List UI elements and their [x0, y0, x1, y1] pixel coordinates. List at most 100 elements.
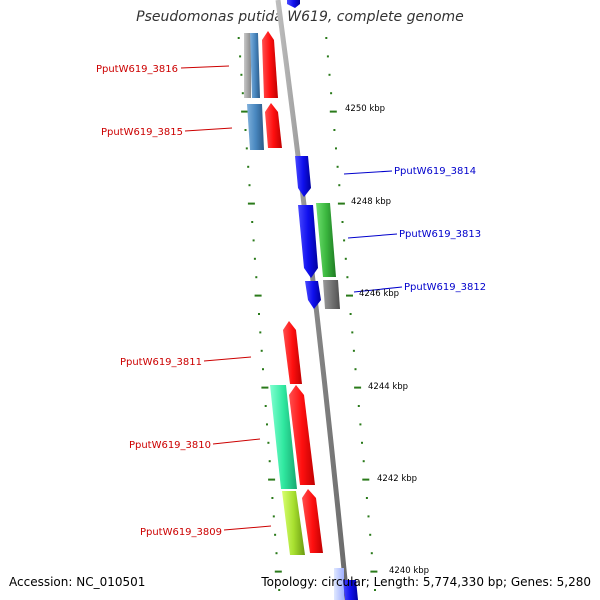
gene-3809-label-line	[223, 525, 272, 531]
left-track-tick	[241, 92, 244, 95]
left-track-tick	[268, 478, 276, 481]
gene-label-3814[interactable]: PputW619_3814	[394, 166, 476, 177]
gene-3813-arrows[interactable]	[298, 203, 336, 278]
gene-3813-blue-arrow[interactable]	[298, 205, 318, 278]
right-track-tick	[369, 533, 372, 536]
left-track-tick	[254, 294, 262, 297]
right-track-tick	[359, 423, 362, 426]
left-track-tick	[253, 257, 256, 260]
right-track-tick	[336, 165, 339, 168]
right-track-tick	[328, 73, 331, 76]
left-track-tick	[259, 331, 262, 334]
left-track-tick	[272, 515, 275, 518]
right-track-tick	[357, 405, 360, 407]
gene-3812-blue-arrow[interactable]	[305, 281, 321, 309]
gene-label-3813[interactable]: PputW619_3813	[399, 229, 481, 240]
gene-3809-red-arrow[interactable]	[302, 489, 323, 553]
left-track-tick	[239, 55, 242, 58]
left-track-tick	[237, 37, 240, 39]
tick-track-left	[237, 37, 282, 591]
gene-3815-red-arrow[interactable]	[265, 103, 282, 148]
edge-pale-arrow-bottom[interactable]	[334, 568, 344, 600]
gene-3816-label-line	[180, 65, 230, 69]
scale-label-4250: 4250 kbp	[345, 104, 385, 114]
left-track-tick	[268, 460, 271, 463]
left-track-tick	[247, 165, 250, 168]
edge-blue-arrow-bottom[interactable]	[343, 580, 358, 600]
gene-3812-label-line	[353, 286, 403, 293]
left-track-tick	[252, 239, 255, 242]
edge-blue-arrow-top[interactable]	[287, 0, 300, 8]
right-track-tick	[354, 386, 362, 389]
right-track-tick	[333, 129, 336, 131]
gene-3809-lime-arrow[interactable]	[282, 491, 305, 555]
gene-3815-arrows[interactable]	[247, 103, 282, 150]
left-track-tick	[241, 110, 249, 113]
right-track-tick	[362, 460, 365, 463]
gene-3811-red-arrow[interactable]	[283, 321, 302, 384]
gene-label-3812[interactable]: PputW619_3812	[404, 282, 486, 293]
left-track-tick	[271, 497, 274, 499]
right-track-tick	[343, 239, 346, 242]
gene-3815-steel-arrow[interactable]	[247, 104, 264, 150]
left-track-tick	[267, 441, 270, 444]
gene-3814-arrow[interactable]	[295, 156, 311, 197]
left-track-tick	[255, 276, 258, 279]
accession-text: Accession: NC_010501	[9, 575, 146, 589]
right-track-tick	[337, 202, 345, 205]
gene-3816-red-arrow[interactable]	[262, 31, 278, 98]
left-track-tick	[266, 423, 268, 426]
gene-3814-blue-arrow[interactable]	[295, 156, 311, 197]
gene-3810-arrows[interactable]	[270, 385, 315, 489]
left-track-tick	[245, 147, 248, 150]
right-track-tick	[338, 184, 341, 187]
right-track-tick	[362, 478, 370, 481]
right-track-tick	[335, 147, 337, 150]
gene-3812-gray-arrow[interactable]	[323, 280, 340, 309]
left-track-tick	[274, 533, 277, 536]
right-track-tick	[329, 110, 337, 113]
gene-3810-teal-arrow[interactable]	[270, 385, 297, 489]
left-track-tick	[244, 129, 247, 131]
right-track-tick	[346, 276, 349, 279]
right-track-tick	[326, 55, 329, 58]
gene-label-3811[interactable]: PputW619_3811	[120, 357, 202, 368]
gene-3816-gray-arrow[interactable]	[244, 33, 251, 98]
left-track-tick	[258, 313, 260, 315]
gene-3813-green-arrow[interactable]	[316, 203, 336, 277]
gene-3811-arrow[interactable]	[283, 321, 302, 384]
left-track-tick	[274, 570, 282, 573]
right-track-tick	[361, 441, 363, 444]
left-track-tick	[264, 405, 267, 407]
gene-3816-arrows[interactable]	[244, 31, 278, 98]
left-track-tick	[247, 202, 255, 205]
right-track-tick	[354, 368, 357, 371]
tick-track-right	[325, 37, 378, 591]
left-track-tick	[240, 73, 243, 76]
right-track-tick	[365, 497, 368, 499]
left-track-tick	[275, 552, 278, 555]
right-track-tick	[370, 570, 378, 573]
gene-label-3809[interactable]: PputW619_3809	[140, 527, 222, 538]
genome-summary-text: Topology: circular; Length: 5,774,330 bp…	[261, 575, 591, 589]
gene-3812-arrows[interactable]	[305, 280, 340, 309]
gene-label-3810[interactable]: PputW619_3810	[129, 440, 211, 451]
left-track-tick	[248, 184, 251, 187]
gene-3815-label-line	[184, 127, 233, 132]
gene-3810-label-line	[212, 438, 261, 445]
right-track-tick	[370, 552, 373, 555]
gene-label-3815[interactable]: PputW619_3815	[101, 127, 183, 138]
right-track-tick	[325, 37, 328, 39]
gene-3809-arrows[interactable]	[282, 489, 323, 555]
page-title: Pseudomonas putida W619, complete genome	[136, 9, 464, 25]
right-track-tick	[346, 294, 353, 297]
right-track-tick	[330, 92, 333, 95]
gene-3816-steel-arrow[interactable]	[250, 33, 260, 98]
left-track-tick	[260, 349, 263, 352]
gene-3810-red-arrow[interactable]	[289, 385, 315, 485]
gene-label-3816[interactable]: PputW619_3816	[96, 64, 178, 75]
left-track-tick	[278, 589, 281, 591]
scale-label-4244: 4244 kbp	[368, 382, 408, 392]
right-track-tick	[341, 221, 344, 223]
